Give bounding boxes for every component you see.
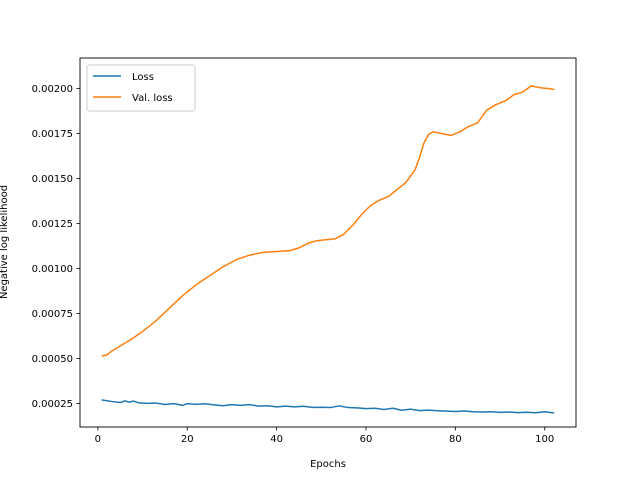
x-axis-label: Epochs [310,459,346,470]
x-tick-label: 80 [449,434,462,445]
x-tick-label: 0 [95,434,101,445]
y-tick-label: 0.00100 [32,264,73,275]
x-axis: 0 20 40 60 80 100 [95,427,554,445]
y-tick-label: 0.00200 [32,84,73,95]
y-tick-label: 0.00125 [32,219,73,230]
y-axis-label: Negative log likelihood [0,185,10,299]
plot-frame [79,57,577,428]
y-tick-label: 0.00075 [32,309,73,320]
y-tick-label: 0.00150 [32,174,73,185]
series-layer [101,85,555,414]
legend: Loss Val. loss [86,64,196,112]
legend-label: Val. loss [132,93,173,104]
x-tick-label: 100 [535,434,554,445]
series-line-loss [101,399,555,414]
y-tick-label: 0.00050 [32,354,73,365]
y-tick-label: 0.00025 [32,399,73,410]
y-axis: 0.00025 0.00050 0.00075 0.00100 0.00125 0.001… [32,84,80,410]
legend-label: Loss [132,72,154,83]
y-tick-label: 0.00175 [32,129,73,140]
x-tick-label: 60 [360,434,373,445]
x-tick-label: 20 [181,434,194,445]
x-tick-label: 40 [270,434,283,445]
series-line-val-loss [101,85,555,357]
